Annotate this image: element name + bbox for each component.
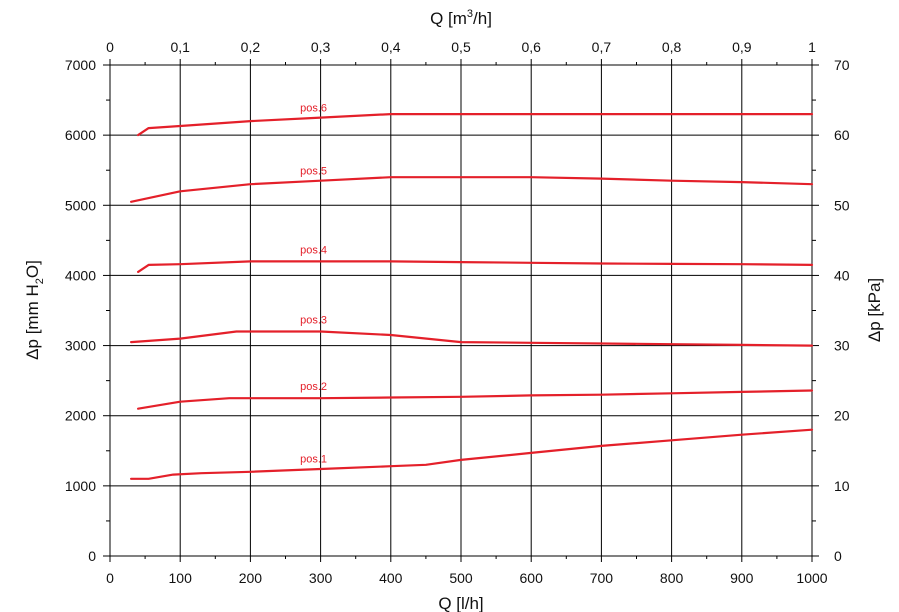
right-axis-tick-label: 30 xyxy=(834,338,850,354)
top-axis-tick-label: 0,4 xyxy=(381,39,401,55)
bottom-axis-tick-label: 0 xyxy=(106,570,114,586)
top-axis-title-suffix: /h] xyxy=(473,9,492,28)
top-axis-title: Q [m3/h] xyxy=(430,8,492,28)
series-label: pos.5 xyxy=(300,165,327,177)
series-label: pos.3 xyxy=(300,315,327,327)
bottom-axis-tick-label: 900 xyxy=(730,570,754,586)
series-line-pos-1 xyxy=(130,428,814,480)
top-axis-tick-label: 0,7 xyxy=(592,39,612,55)
bottom-axis-tick-label: 1000 xyxy=(796,570,827,586)
bottom-axis-tick-label: 500 xyxy=(449,570,473,586)
left-axis-title: Δp [mm H2O] xyxy=(23,260,46,360)
series-line-pos-3 xyxy=(130,330,814,347)
axis-ticks xyxy=(103,59,819,562)
left-axis-title-prefix: Δp [mm H xyxy=(23,284,42,360)
series-label: pos.6 xyxy=(300,102,327,114)
series-line-pos-6 xyxy=(137,112,814,137)
bottom-axis-tick-label: 800 xyxy=(660,570,684,586)
left-axis-tick-label: 1000 xyxy=(65,478,96,494)
series-label: pos.2 xyxy=(300,381,327,393)
right-axis-tick-label: 70 xyxy=(834,57,850,73)
top-axis-tick-label: 0,2 xyxy=(241,39,261,55)
right-axis-tick-label: 60 xyxy=(834,127,850,143)
right-axis-tick-label: 50 xyxy=(834,197,850,213)
top-axis-tick-label: 0,1 xyxy=(170,39,190,55)
left-axis-tick-label: 2000 xyxy=(65,408,96,424)
series-line-pos-5 xyxy=(130,176,814,203)
series-lines: pos.1 pos.2 pos.3 pos.4 pos.5 pos.6 xyxy=(130,102,814,480)
grid-lines xyxy=(110,65,812,556)
bottom-axis-tick-label: 300 xyxy=(309,570,333,586)
left-axis-tick-label: 0 xyxy=(88,548,96,564)
top-axis-title-prefix: Q [m xyxy=(430,9,467,28)
left-axis-title-sub: 2 xyxy=(34,278,46,284)
series-line-pos-4 xyxy=(137,260,814,273)
bottom-axis-title: Q [l/h] xyxy=(438,594,483,612)
bottom-axis-tick-label: 600 xyxy=(520,570,544,586)
top-axis-tick-label: 0,9 xyxy=(732,39,752,55)
bottom-axis-tick-label: 700 xyxy=(590,570,614,586)
left-axis-tick-label: 4000 xyxy=(65,267,96,283)
bottom-axis-tick-label: 100 xyxy=(169,570,193,586)
series-label: pos.1 xyxy=(300,453,327,465)
top-axis-tick-label: 0,5 xyxy=(451,39,471,55)
bottom-axis-tick-label: 200 xyxy=(239,570,263,586)
right-axis-tick-label: 40 xyxy=(834,267,850,283)
top-axis-title-sup: 3 xyxy=(467,8,473,20)
top-axis-tick-label: 0 xyxy=(106,39,114,55)
series-line-pos-2 xyxy=(137,389,814,410)
left-axis-tick-label: 6000 xyxy=(65,127,96,143)
right-axis-tick-label: 10 xyxy=(834,478,850,494)
left-axis-tick-label: 3000 xyxy=(65,338,96,354)
left-axis-tick-label: 5000 xyxy=(65,197,96,213)
right-axis-title: Δp [kPa] xyxy=(865,278,884,342)
top-axis-tick-label: 0,6 xyxy=(521,39,541,55)
left-axis-tick-label: 7000 xyxy=(65,57,96,73)
right-axis-tick-label: 20 xyxy=(834,408,850,424)
left-axis-title-suffix: O] xyxy=(23,260,42,278)
top-axis-tick-label: 0,8 xyxy=(662,39,682,55)
right-axis-tick-label: 0 xyxy=(834,548,842,564)
bottom-axis-tick-label: 400 xyxy=(379,570,403,586)
series-label: pos.4 xyxy=(300,244,327,256)
top-axis-tick-label: 1 xyxy=(808,39,816,55)
top-axis-tick-label: 0,3 xyxy=(311,39,331,55)
